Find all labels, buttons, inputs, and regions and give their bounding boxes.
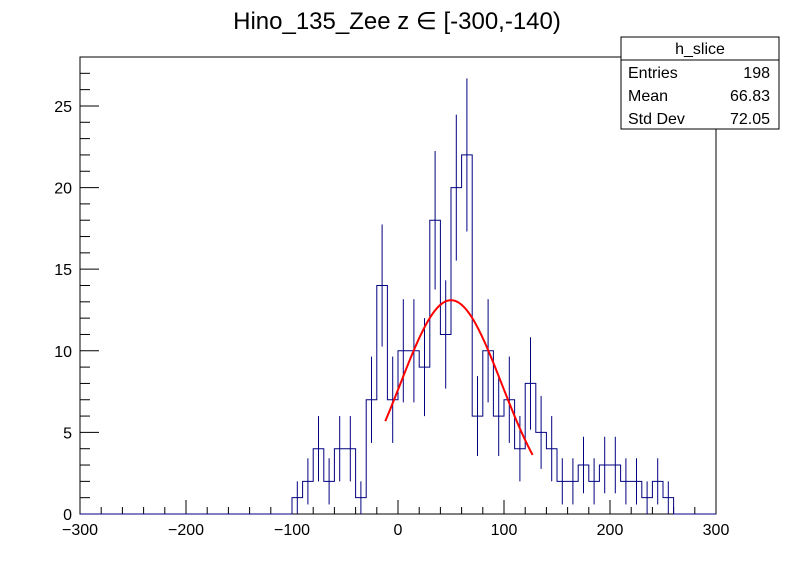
y-tick-label: 25 [54, 99, 72, 116]
histogram-series [80, 78, 716, 515]
stats-box: h_slice Entries 198 Mean 66.83 Std Dev 7… [620, 36, 780, 130]
stats-entries-label: Entries [628, 65, 678, 82]
x-tick-label: 300 [703, 522, 730, 539]
x-tick-label: −100 [274, 522, 310, 539]
y-tick-label: 5 [63, 425, 72, 442]
y-tick-label: 0 [63, 507, 72, 524]
stats-mean-value: 66.83 [730, 88, 770, 105]
stats-stddev-label: Std Dev [628, 111, 685, 128]
x-tick-label: 100 [491, 522, 518, 539]
stats-stddev-value: 72.05 [730, 111, 770, 128]
stats-box-frame [620, 36, 780, 130]
histogram-outline [80, 154, 716, 515]
gaussian-fit-curve [384, 299, 534, 456]
stats-entries-value: 198 [743, 65, 770, 82]
y-tick-label: 15 [54, 262, 72, 279]
x-tick-label: −200 [168, 522, 204, 539]
y-tick-label: 20 [54, 181, 72, 198]
x-tick-label: 200 [597, 522, 624, 539]
chart-title: Hino_135_Zee z ∈ [-300,-140) [233, 8, 561, 35]
x-tick-label: 0 [394, 522, 403, 539]
x-tick-label: −300 [62, 522, 98, 539]
y-tick-label: 10 [54, 344, 72, 361]
stats-mean-label: Mean [628, 88, 668, 105]
stats-box-title: h_slice [675, 41, 725, 58]
